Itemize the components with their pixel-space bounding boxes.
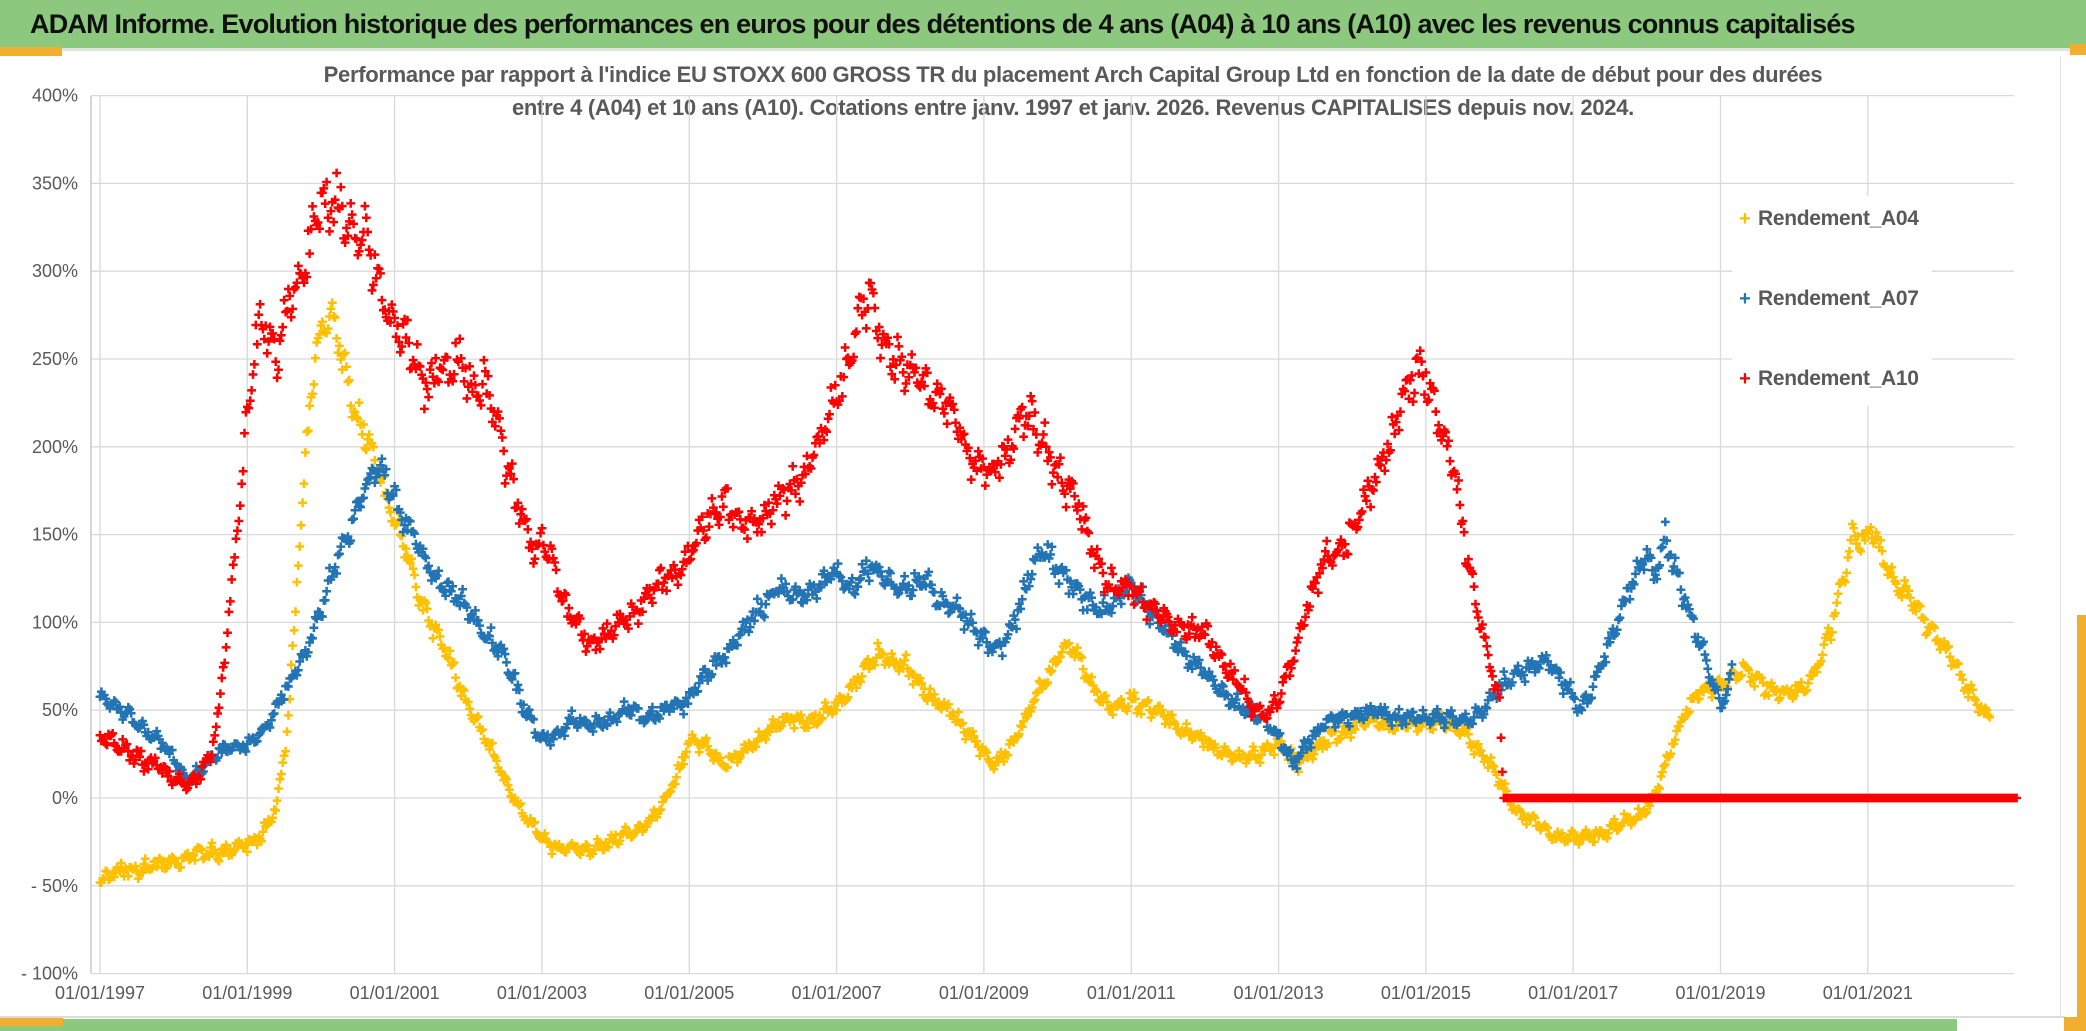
gold-accent-right-bar	[2077, 615, 2086, 1031]
y-axis-tick-label: 250%	[32, 349, 78, 369]
y-axis-tick-label: 350%	[32, 173, 78, 193]
x-axis-tick-label: 01/01/2007	[792, 983, 882, 1003]
slide-header-title: ADAM Informe. Evolution historique des p…	[30, 8, 1856, 39]
gold-accent-bottom-left	[0, 1018, 63, 1026]
series-rendement_a07	[95, 454, 1737, 790]
header-divider	[0, 48, 2086, 51]
slide-header-bar: ADAM Informe. Evolution historique des p…	[0, 0, 2086, 48]
legend-label: Rendement_A07	[1758, 287, 1919, 310]
gridlines	[91, 94, 2014, 975]
series-rendement_a10	[95, 168, 2021, 803]
chart-title-line1: Performance par rapport à l'indice EU ST…	[323, 62, 1823, 87]
gold-accent-top-left	[0, 47, 62, 56]
y-axis-tick-label: 150%	[32, 525, 78, 545]
chart-title-line2: entre 4 (A04) et 10 ans (A10). Cotations…	[511, 95, 1634, 120]
y-axis-tick-label: 200%	[32, 437, 78, 457]
legend-item-a10: + Rendement_A10	[1732, 364, 1932, 394]
x-axis-tick-label: 01/01/2001	[350, 983, 440, 1003]
legend-item-a04: + Rendement_A04	[1732, 204, 1932, 234]
x-axis-tick-label: 01/01/2019	[1675, 983, 1765, 1003]
legend-item-a07: + Rendement_A07	[1732, 284, 1932, 314]
x-axis-tick-label: 01/01/2015	[1381, 983, 1471, 1003]
x-axis-tick-label: 01/01/2017	[1528, 983, 1618, 1003]
x-axis-tick-label: 01/01/1999	[202, 983, 292, 1003]
chart-legend: + Rendement_A04 + Rendement_A07 + Rendem…	[1732, 196, 1932, 406]
x-axis-tick-label: 01/01/2009	[939, 983, 1029, 1003]
legend-label: Rendement_A10	[1758, 367, 1919, 390]
footer-green-bar	[0, 1019, 1957, 1031]
x-axis-tick-label: 01/01/2005	[644, 983, 734, 1003]
x-axis-tick-label: 01/01/2021	[1823, 983, 1913, 1003]
page-border-right	[2060, 56, 2061, 1016]
plus-marker-icon: +	[1739, 207, 1751, 230]
y-axis-tick-label: 100%	[32, 612, 78, 632]
x-axis-tick-label: 01/01/2011	[1087, 983, 1176, 1003]
gold-accent-top-right	[2070, 44, 2086, 55]
y-axis-tick-label: 400%	[32, 86, 78, 106]
gold-accent-bottom-right	[2064, 1017, 2086, 1031]
x-axis-tick-label: 01/01/2003	[497, 983, 587, 1003]
y-axis-tick-label: 300%	[32, 261, 78, 281]
x-axis-tick-label: 01/01/1997	[55, 983, 145, 1003]
plus-marker-icon: +	[1739, 287, 1751, 310]
y-axis-tick-label: - 50%	[31, 876, 78, 896]
plus-marker-icon: +	[1739, 367, 1751, 390]
footer-divider	[0, 1016, 2065, 1018]
legend-label: Rendement_A04	[1758, 207, 1919, 230]
y-axis-tick-label: 50%	[42, 700, 78, 720]
y-axis-tick-label: - 100%	[21, 964, 78, 984]
x-axis-tick-label: 01/01/2013	[1234, 983, 1324, 1003]
chart-title: Performance par rapport à l'indice EU ST…	[143, 58, 2003, 124]
y-axis-tick-label: 0%	[52, 788, 78, 808]
